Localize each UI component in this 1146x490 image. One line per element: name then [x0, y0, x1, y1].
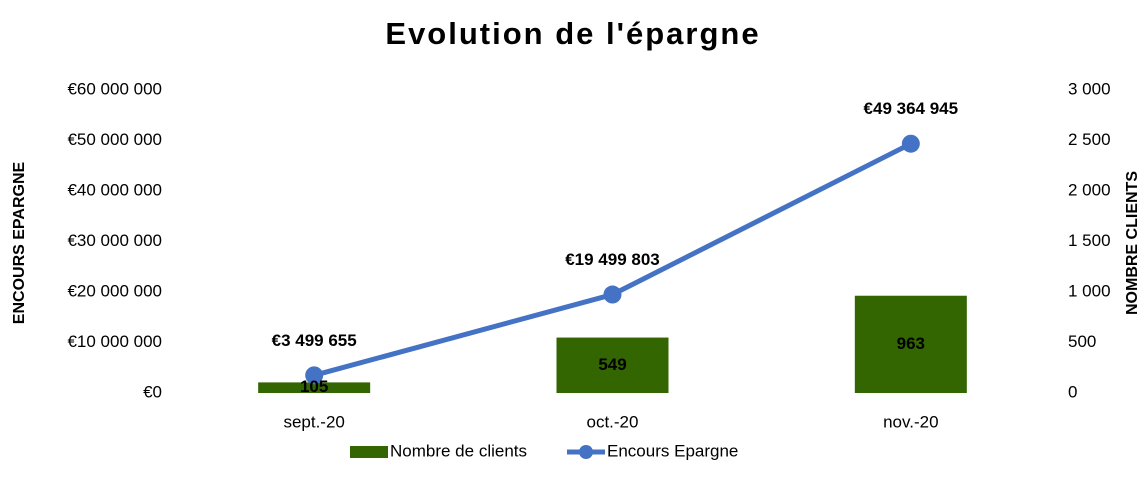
- line-value-label: €3 499 655: [272, 331, 357, 350]
- y2-tick-label: 3 000: [1068, 79, 1111, 98]
- y2-tick-label: 2 500: [1068, 130, 1111, 149]
- bar-value-label: 105: [300, 377, 328, 396]
- y-axis-title: ENCOURS EPARGNE: [11, 161, 28, 324]
- y2-tick-label: 2 000: [1068, 180, 1111, 199]
- chart-title: Evolution de l'épargne: [385, 16, 760, 51]
- y-tick-label: €30 000 000: [67, 231, 162, 250]
- bar: [854, 295, 967, 393]
- y2-tick-label: 500: [1068, 332, 1096, 351]
- line-point: [305, 366, 324, 385]
- y2-axis-title: NOMBRE CLIENTS: [1124, 171, 1141, 315]
- line-value-label: €49 364 945: [864, 99, 959, 118]
- line-value-label: €19 499 803: [565, 250, 660, 269]
- line-point: [901, 134, 920, 153]
- y-tick-label: €50 000 000: [67, 130, 162, 149]
- x-tick-label: nov.-20: [883, 412, 938, 431]
- bar: [556, 337, 669, 393]
- legend-swatch: [350, 446, 388, 458]
- y-tick-label: €20 000 000: [67, 281, 162, 300]
- legend-label: Nombre de clients: [390, 441, 527, 460]
- bar: [258, 382, 371, 393]
- legend-marker: [579, 445, 594, 459]
- y-tick-label: €60 000 000: [67, 79, 162, 98]
- y2-tick-label: 1 000: [1068, 281, 1111, 300]
- y2-tick-label: 1 500: [1068, 231, 1111, 250]
- y2-tick-label: 0: [1068, 382, 1077, 401]
- y-tick-label: €40 000 000: [67, 180, 162, 199]
- line-point: [603, 285, 622, 304]
- x-tick-label: oct.-20: [587, 412, 639, 431]
- x-tick-label: sept.-20: [283, 412, 344, 431]
- bar-value-label: 549: [598, 355, 626, 374]
- y-tick-label: €0: [143, 382, 162, 401]
- bar-value-label: 963: [897, 334, 925, 353]
- y-tick-label: €10 000 000: [67, 332, 162, 351]
- legend-label: Encours Epargne: [607, 441, 738, 460]
